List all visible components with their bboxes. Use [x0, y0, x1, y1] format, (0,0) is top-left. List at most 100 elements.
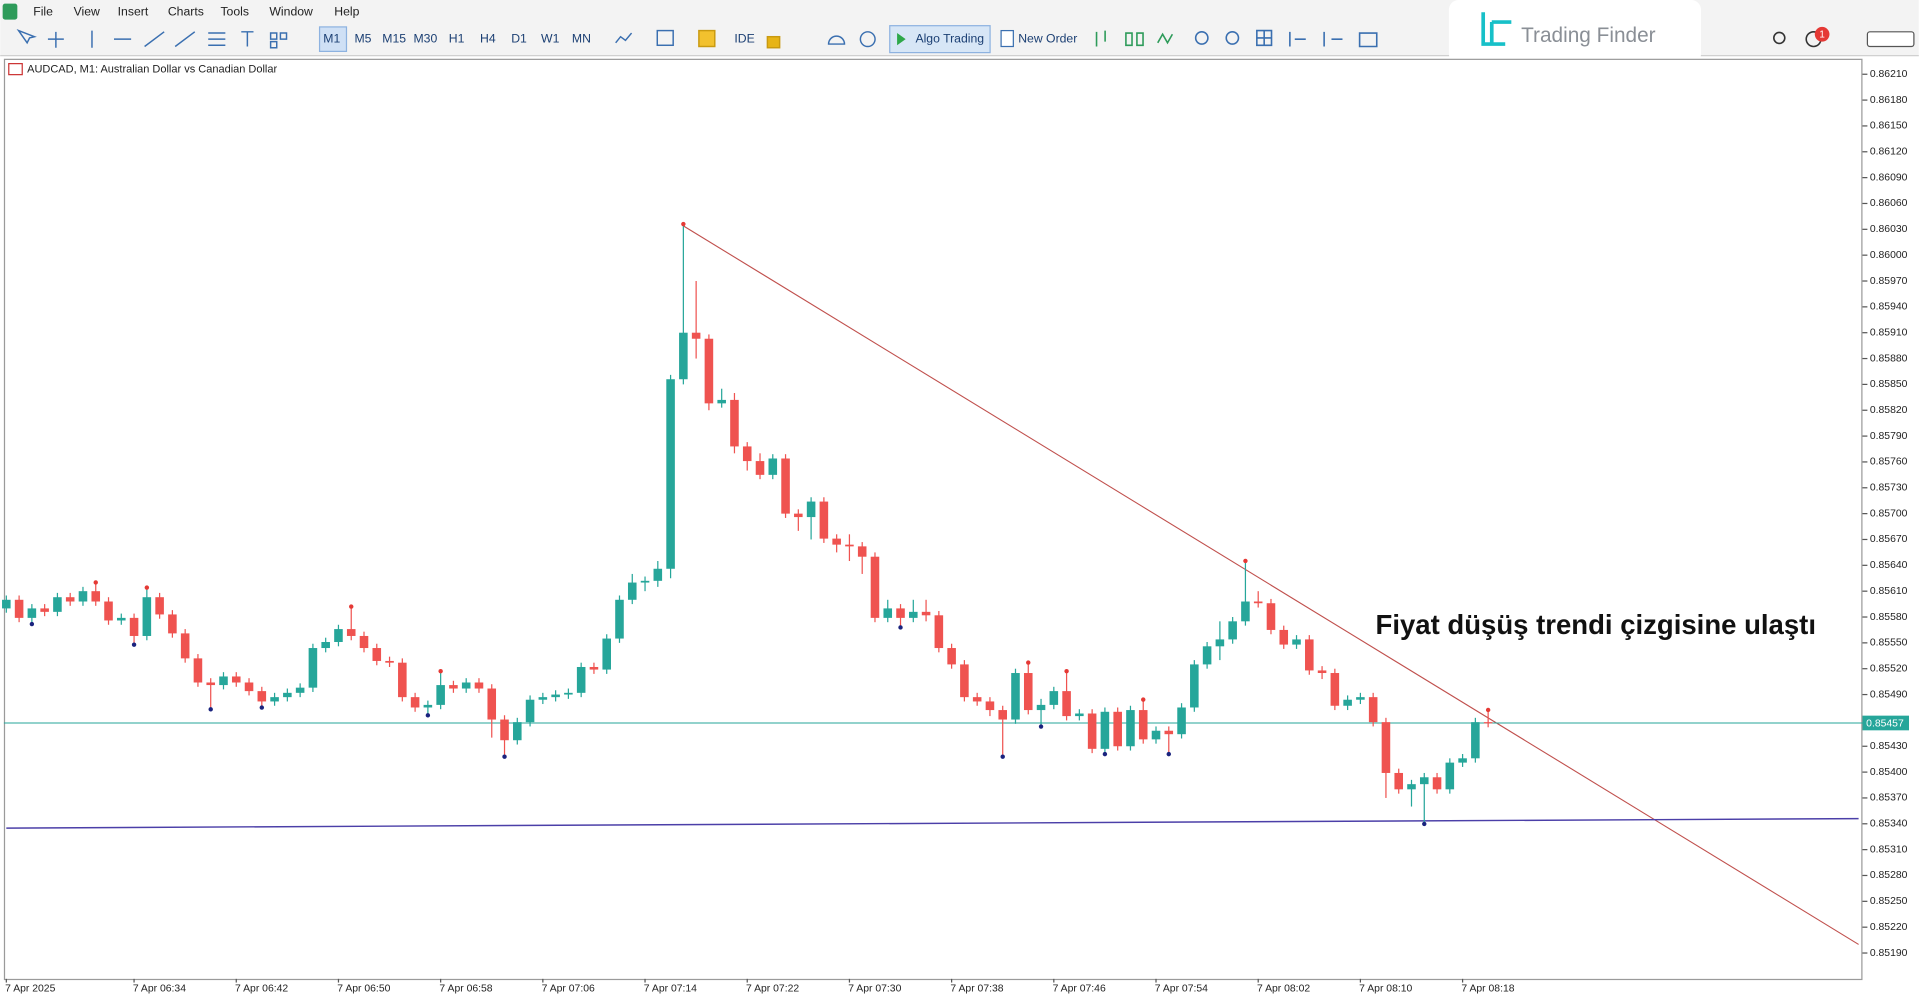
candle-body — [1266, 603, 1276, 630]
account-box[interactable] — [1866, 31, 1915, 48]
template-icon[interactable] — [656, 29, 674, 47]
algo-trading-button[interactable]: Algo Trading — [915, 31, 984, 45]
candle-body — [1151, 730, 1161, 740]
timeframe-button[interactable]: M15 — [382, 31, 406, 45]
period-icons[interactable] — [1095, 30, 1174, 47]
menu-item[interactable]: Charts — [168, 4, 204, 18]
candle-body — [666, 379, 675, 569]
timeframe-button[interactable]: MN — [572, 31, 591, 45]
fractal-down — [29, 621, 35, 627]
badge — [1814, 26, 1830, 42]
candle-body — [883, 608, 893, 618]
candle-body — [730, 399, 739, 447]
x-tick-label: 7 Apr 06:50 — [337, 983, 390, 994]
candle-body — [640, 580, 650, 583]
candle-body — [513, 722, 522, 741]
timeframe-button[interactable]: H4 — [480, 31, 496, 45]
candle-body — [1062, 691, 1071, 717]
candle-body — [832, 538, 841, 545]
menu-item[interactable]: Tools — [220, 4, 249, 18]
candle-body — [1138, 710, 1148, 740]
timeframe-button[interactable]: D1 — [511, 31, 527, 45]
app-icon — [2, 3, 18, 20]
menu-item[interactable]: Window — [269, 4, 313, 18]
candle-body — [372, 648, 382, 661]
crosshair-icon[interactable] — [47, 31, 64, 48]
badge-count: 1 — [1819, 29, 1824, 40]
timeframe-button[interactable]: M1 — [323, 31, 340, 45]
candle-body — [525, 699, 535, 723]
lock-icon[interactable] — [766, 35, 781, 49]
candle-body — [1049, 691, 1059, 705]
candle-body — [1190, 664, 1199, 708]
y-tick-label: 0.86180 — [1870, 95, 1908, 106]
candle-body — [1432, 777, 1442, 790]
y-tick-label: 0.85220 — [1870, 922, 1908, 933]
candle-body — [129, 617, 139, 636]
chart-type-icon[interactable] — [615, 32, 633, 44]
cursor-icon[interactable] — [16, 29, 37, 45]
logo-text: Trading Finder — [1521, 24, 1656, 47]
timeframe-button[interactable]: M5 — [355, 31, 372, 45]
ide-button[interactable]: IDE — [734, 31, 754, 45]
y-tick-label: 0.86090 — [1870, 172, 1908, 183]
search-icon[interactable] — [1773, 31, 1786, 45]
timeframe-button[interactable]: M30 — [414, 31, 438, 45]
x-tick-label: 7 Apr 08:18 — [1461, 983, 1514, 994]
candle-body — [193, 658, 203, 683]
candle-body — [704, 338, 714, 404]
candle-body — [321, 642, 330, 649]
candle-body — [1368, 697, 1378, 723]
candle-body — [717, 399, 726, 404]
menu-item[interactable]: File — [33, 4, 53, 18]
market-icon[interactable] — [698, 29, 716, 48]
fractal-down — [502, 754, 507, 759]
candle-body — [461, 682, 471, 689]
menu-item[interactable]: Help — [334, 4, 359, 18]
candle-body — [1381, 722, 1391, 773]
x-tick-label: 7 Apr 07:22 — [746, 983, 799, 994]
candle-body — [1023, 673, 1033, 711]
tool-icons — [16, 29, 288, 49]
y-tick-label: 0.85310 — [1870, 844, 1908, 855]
draw-icons[interactable] — [91, 30, 226, 48]
fractal-down — [898, 625, 903, 630]
candle-body — [1100, 711, 1110, 749]
zoom-icons[interactable] — [1194, 29, 1273, 47]
y-tick-label: 0.85790 — [1870, 431, 1908, 442]
candle-body — [1215, 639, 1225, 647]
order-icon — [1000, 29, 1014, 48]
candle-body — [65, 597, 75, 602]
menu-item[interactable]: Insert — [118, 4, 149, 18]
y-tick-label: 0.85730 — [1870, 483, 1908, 494]
timeframe-button[interactable]: W1 — [541, 31, 560, 45]
x-tick-label: 7 Apr 07:54 — [1155, 983, 1208, 994]
menu-item[interactable]: View — [74, 4, 100, 18]
fractal-down — [1422, 821, 1427, 827]
x-tick-label: 7 Apr 2025 — [5, 983, 55, 994]
y-tick-label: 0.86120 — [1870, 147, 1908, 158]
candle-body — [283, 692, 292, 698]
candle-body — [985, 701, 995, 711]
candle-body — [257, 691, 267, 702]
timeframe-button[interactable]: H1 — [449, 31, 465, 45]
candle-body — [845, 544, 854, 547]
bid-label-bg — [1862, 715, 1910, 731]
fractal-up — [1141, 697, 1146, 702]
shift-icons[interactable] — [1289, 31, 1378, 48]
candle-body — [947, 648, 956, 665]
candle-body — [857, 546, 867, 557]
y-tick-label: 0.85520 — [1870, 663, 1908, 674]
object-icons[interactable] — [241, 31, 288, 49]
candle-body — [334, 629, 343, 643]
trend-line — [683, 225, 1859, 945]
algo-button-bg[interactable] — [889, 25, 991, 54]
candle-body — [1279, 629, 1289, 645]
fractal-up — [349, 604, 354, 609]
new-order-button[interactable]: New Order — [1018, 31, 1077, 45]
candle-body — [487, 688, 497, 720]
cloud-icons[interactable] — [827, 31, 876, 48]
fractal-up — [438, 668, 443, 674]
candle-body — [359, 635, 369, 649]
candle-body — [244, 682, 254, 692]
